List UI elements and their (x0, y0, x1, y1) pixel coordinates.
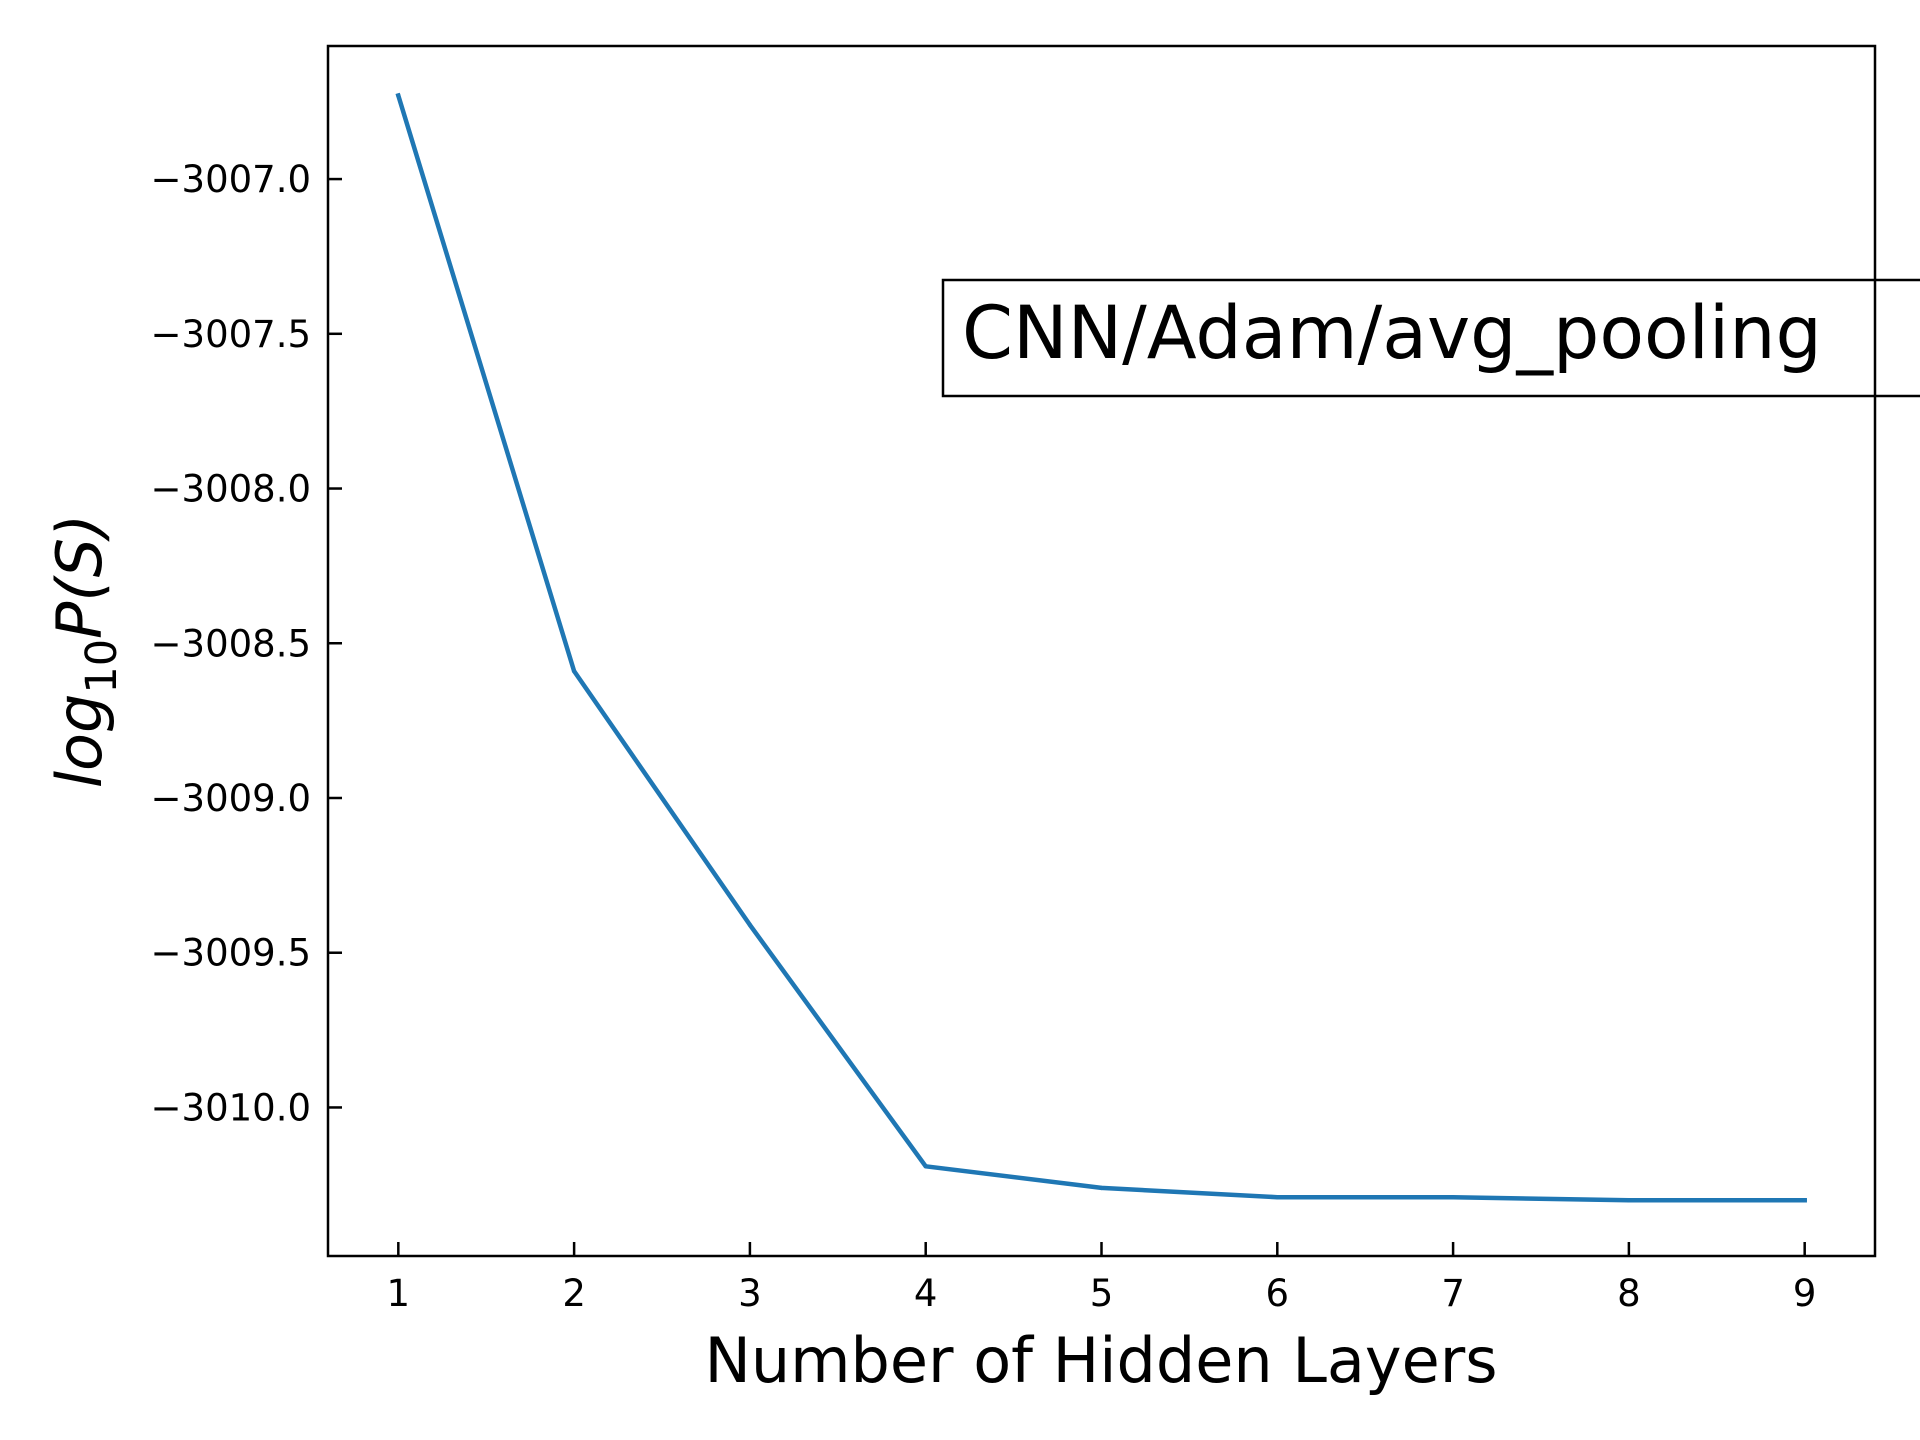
data-point (1275, 1195, 1280, 1200)
data-point (747, 922, 753, 928)
y-tick-label: −3007.5 (151, 313, 311, 356)
data-point (1802, 1198, 1807, 1203)
x-axis-ticks: 1 2 3 4 5 6 7 8 9 (387, 1242, 1817, 1315)
y-axis-ticks: −3007.0 −3007.5 −3008.0 −3008.5 −3009.0 −3009… (151, 158, 342, 1129)
x-tick-label: 1 (387, 1272, 411, 1315)
data-point (1099, 1185, 1104, 1191)
y-axis-label-subscript: 10 (77, 639, 127, 694)
x-tick-label: 3 (738, 1272, 762, 1315)
x-tick-label: 7 (1441, 1272, 1465, 1315)
y-axis-label: log10P(S) (43, 514, 127, 788)
y-tick-label: −3008.5 (151, 622, 311, 665)
data-point (923, 1164, 928, 1169)
series-line (395, 92, 1807, 1203)
annotation-text: CNN/Adam/avg_pooling (962, 291, 1822, 376)
data-point (571, 668, 577, 674)
series-layer (395, 92, 1807, 1203)
y-axis-label-log: log (43, 694, 116, 789)
data-point (1450, 1195, 1456, 1200)
x-tick-label: 2 (562, 1272, 586, 1315)
x-tick-label: 5 (1090, 1272, 1114, 1315)
x-tick-label: 9 (1793, 1272, 1817, 1315)
data-point (1626, 1198, 1632, 1203)
x-axis-label: Number of Hidden Layers (704, 1324, 1497, 1397)
y-tick-label: −3008.0 (151, 468, 311, 511)
y-tick-label: −3007.0 (151, 158, 311, 201)
y-tick-label: −3009.5 (151, 932, 311, 975)
x-tick-label: 6 (1266, 1272, 1290, 1315)
data-point (396, 93, 401, 98)
plot-area-frame (326, 44, 1877, 1258)
y-tick-label: −3009.0 (151, 777, 311, 820)
y-axis-label-ps: P(S) (43, 514, 116, 639)
x-tick-label: 4 (914, 1272, 938, 1315)
annotation-frame (941, 278, 1920, 398)
y-tick-label: −3010.0 (151, 1086, 311, 1129)
x-tick-label: 8 (1617, 1272, 1641, 1315)
annotation-box: CNN/Adam/avg_pooling (941, 278, 1920, 398)
